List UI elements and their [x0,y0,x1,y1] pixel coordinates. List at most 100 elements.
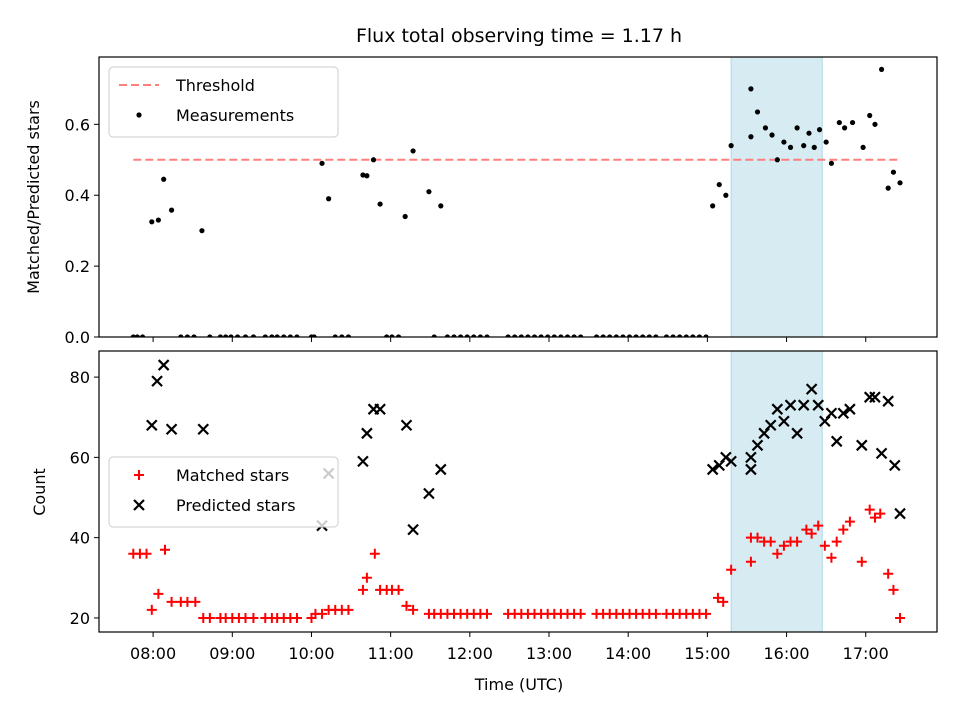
measurements-point [207,334,213,337]
x-tick-label: 08:00 [130,644,176,663]
measurements-point [885,185,891,191]
measurements-point [801,143,807,149]
measurements-point [607,334,613,337]
legend-matched-stars-label: Matched stars [176,466,289,485]
top-highlight-span [730,56,823,338]
measurements-point [531,334,538,337]
matched-stars-point [826,552,837,563]
measurements-point [646,334,652,337]
matched-stars-point [317,608,328,619]
measurements-point [269,334,275,337]
measurements-point [311,334,317,337]
y-tick-label: 60 [70,448,90,467]
matched-stars-point [801,524,812,535]
matched-stars-point [343,604,354,615]
measurements-point [571,334,577,337]
measurements-point [748,86,754,92]
measurements-point [389,334,395,337]
measurements-point [471,334,477,337]
x-tick-label: 16:00 [764,644,810,663]
matched-stars-point [813,520,824,531]
legend-threshold-label: Threshold [175,76,255,95]
matched-stars-point [361,572,372,583]
matched-stars-point [752,532,763,543]
measurements-point [250,334,257,337]
matched-stars-point [838,524,849,535]
measurements-point [364,173,370,179]
measurements-point [228,334,234,337]
predicted-stars-point [706,463,719,476]
measurements-point [723,192,729,198]
measurements-point [653,334,659,337]
measurements-point [370,157,377,163]
measurements-point [377,201,383,207]
matched-stars-point [765,536,776,547]
measurements-point [345,334,352,337]
predicted-stars-point [830,435,843,448]
measurements-point [774,157,780,163]
predicted-stars-point [435,463,447,476]
measurements-point [178,334,184,337]
matched-stars-point [888,584,899,595]
predicted-stars-point [797,399,810,411]
measurements-point [161,176,167,182]
y-tick-label: 40 [70,529,90,548]
predicted-stars-point [146,419,158,432]
measurements-point [872,121,878,127]
legend-predicted-stars-swatch [133,499,145,511]
legend-measurements-label: Measurements [176,106,294,125]
measurements-point [139,334,146,337]
measurements-point [564,334,571,337]
y-tick-label: 20 [70,609,90,628]
predicted-stars-point [791,427,803,440]
measurements-point [426,189,432,195]
measurements-point [836,119,842,126]
measurements-point [525,334,531,337]
predicted-stars-point [423,487,435,500]
predicted-stars-point [784,399,797,411]
measurements-point [781,139,787,145]
predicted-stars-point [856,439,868,452]
measurements-point [130,334,136,337]
top-plot-area [130,66,903,337]
measurements-point [384,334,390,337]
predicted-stars-point [157,359,170,371]
measurements-point [149,219,155,225]
predicted-stars-point [165,423,178,436]
predicted-stars-point [400,419,413,432]
measurements-point [332,334,338,337]
predicted-stars-point [778,415,790,428]
measurements-point [287,334,293,337]
matched-stars-point [481,608,492,619]
measurements-point [762,125,769,131]
measurements-point [457,334,464,337]
legend-box [108,456,339,528]
predicted-stars-point [751,439,764,452]
x-tick-label: 10:00 [288,644,334,663]
x-tick-label: 09:00 [209,644,255,663]
predicted-stars-point [812,399,825,411]
measurements-point [613,334,619,337]
measurements-point [670,334,676,337]
measurements-point [319,160,325,166]
measurements-point [703,334,709,337]
x-tick-label: 15:00 [684,644,730,663]
bottom-frame [98,350,938,633]
predicted-stars-point [888,459,901,472]
matched-stars-point [844,516,855,527]
measurements-point [402,213,408,220]
matched-stars-point [856,556,867,567]
predicted-stars-point [805,383,818,395]
predicted-stars-point [875,447,888,460]
predicted-stars-point [361,427,373,440]
x-axis-label: Time (UTC) [474,675,563,694]
top-y-axis-label: Matched/Predicted stars [24,100,43,294]
matched-stars-point [883,568,894,579]
top-frame [98,56,938,338]
measurements-point [811,144,817,150]
matched-stars-point [401,600,412,611]
measurements-point [890,169,897,175]
measurements-point [878,66,885,73]
measurements-point [710,203,716,209]
matched-stars-point [650,608,661,619]
